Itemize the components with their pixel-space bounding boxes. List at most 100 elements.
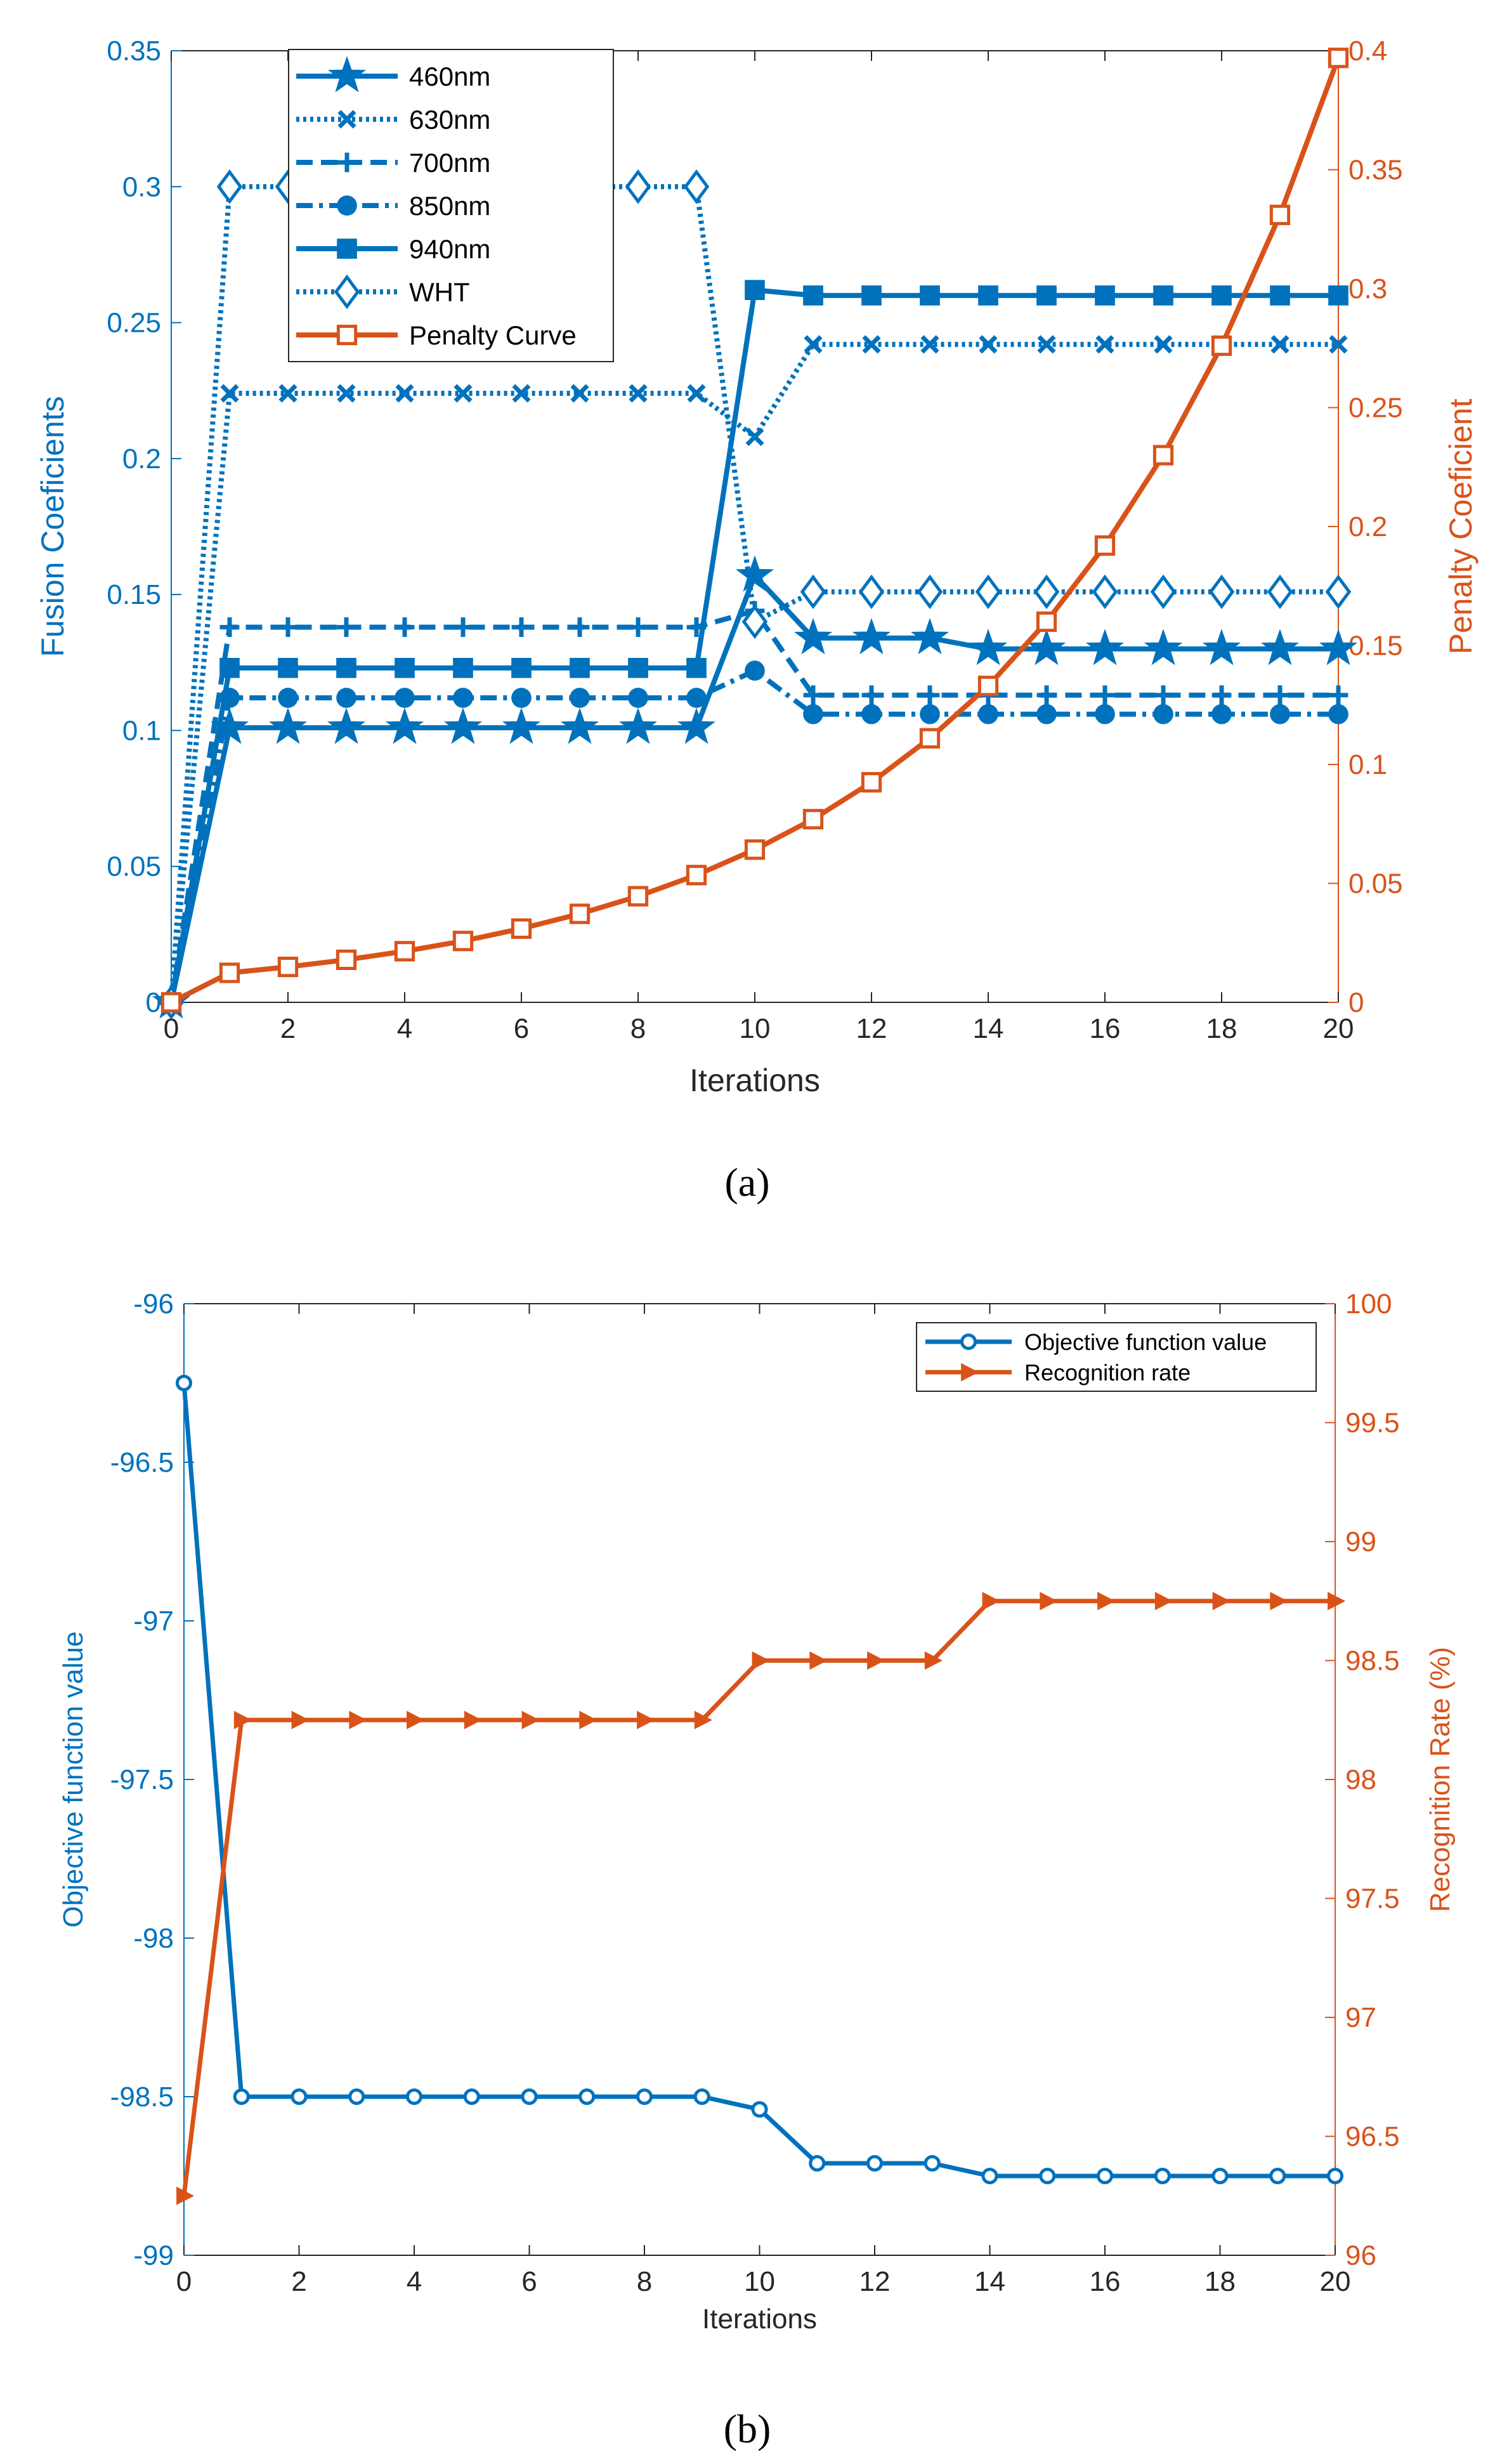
y-right-axis-label: Penalty Coeficient [1443,398,1479,654]
point-630nm [454,384,473,403]
legend-item-recognition-rate: Recognition rate [925,1360,1191,1386]
point-objective-function-value [1269,2167,1286,2185]
y-right-tick-label: 0.25 [1348,393,1403,424]
point-850nm [978,704,998,724]
point-700nm [1270,685,1290,705]
point-940nm [686,658,707,678]
legend-marker [337,239,357,259]
point-700nm [1153,685,1173,705]
point-940nm [278,658,298,678]
x-tick-label: 18 [1204,2266,1236,2297]
point-850nm [1036,704,1057,724]
point-wht [1267,574,1293,610]
point-630nm [570,384,589,403]
point-wht [1092,574,1118,610]
point-recognition-rate [982,1592,1000,1611]
point-wht [741,604,768,639]
point-630nm [920,335,939,354]
point-460nm [502,707,541,744]
x-tick-label: 16 [1090,2266,1121,2297]
point-objective-function-value [751,2100,768,2118]
series-630nm [162,335,1348,1012]
point-630nm [337,384,356,403]
point-700nm [278,617,298,637]
point-940nm [570,658,590,678]
point-recognition-rate [1040,1592,1058,1611]
point-940nm [861,285,882,306]
point-penalty-curve [686,865,707,886]
x-tick-label: 16 [1090,1013,1121,1044]
point-460nm [1085,629,1125,665]
x-tick-label: 14 [973,1013,1004,1044]
legend-item-630nm: 630nm [296,105,490,134]
point-recognition-rate [291,1710,310,1729]
point-940nm [1328,285,1348,306]
caption-b: (b) [724,2406,771,2451]
point-penalty-curve [802,809,824,830]
point-940nm [336,658,356,678]
point-630nm [629,384,648,403]
point-penalty-curve [511,918,532,939]
series-penalty-curve [160,48,1349,1013]
point-objective-function-value [405,2088,423,2106]
point-recognition-rate [176,2186,195,2205]
y-left-tick-label: 0.15 [107,579,161,610]
point-wht [975,574,1002,610]
point-460nm [910,618,950,655]
point-penalty-curve [1269,204,1291,225]
point-940nm [978,285,998,306]
x-tick-label: 12 [859,2266,891,2297]
legend-marker [337,195,357,216]
legend-label: 460nm [409,62,490,91]
point-460nm [1319,629,1358,665]
point-460nm [327,707,366,744]
point-940nm [1270,285,1290,306]
series-line-700nm [169,608,1338,1003]
series-700nm [161,601,1348,1012]
legend-marker [337,110,356,129]
point-wht [216,169,243,204]
legend-item-objective-function-value: Objective function value [925,1329,1267,1355]
y-left-tick-label: -98.5 [110,2081,174,2113]
point-objective-function-value [233,2088,250,2106]
legend-item-wht: WHT [296,274,470,310]
point-objective-function-value [175,1374,193,1392]
point-630nm [979,335,998,354]
point-630nm [745,427,764,447]
point-460nm [560,707,599,744]
legend-marker [334,274,360,310]
point-460nm [677,707,716,744]
point-940nm [628,658,648,678]
point-940nm [1153,285,1173,306]
point-penalty-curve [1152,445,1174,466]
y-right-tick-label: 96 [1345,2240,1376,2271]
point-wht [683,169,710,204]
y-left-tick-label: -96.5 [110,1447,174,1478]
legend-label: 700nm [409,148,490,178]
point-wht [917,574,943,610]
point-recognition-rate [694,1710,712,1729]
y-right-axis-label: Recognition Rate (%) [1425,1647,1456,1912]
point-940nm [395,658,415,678]
y-right-tick-label: 0.4 [1348,36,1387,67]
point-700nm [1095,685,1115,705]
point-460nm [1202,629,1241,665]
point-recognition-rate [1270,1592,1288,1611]
point-460nm [1260,629,1300,665]
point-wht [625,169,651,204]
point-objective-function-value [924,2154,941,2172]
point-850nm [453,688,473,708]
point-penalty-curve [1328,48,1349,69]
point-700nm [1211,685,1232,705]
y-left-axis-label: Objective function value [58,1631,89,1927]
y-left-tick-label: 0.2 [122,443,161,475]
point-penalty-curve [277,956,299,978]
point-940nm [1211,285,1232,306]
legend-item-940nm: 940nm [296,234,490,264]
point-700nm [570,617,590,637]
point-460nm [852,618,891,655]
point-penalty-curve [977,676,999,697]
point-940nm [453,658,473,678]
x-axis-label: Iterations [689,1063,820,1098]
x-tick-label: 2 [291,2266,306,2297]
